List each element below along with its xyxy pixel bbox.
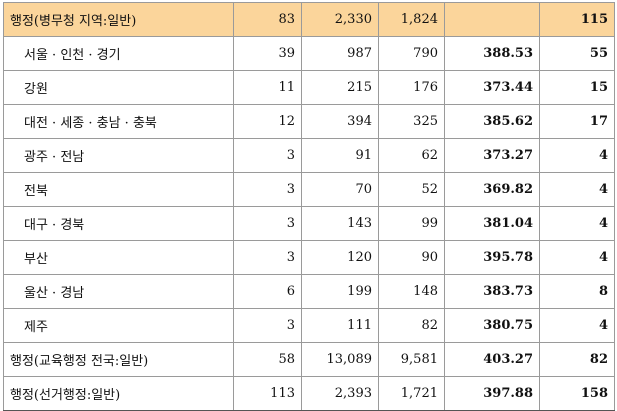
total-cell: 115: [539, 2, 615, 37]
count-cell: 3: [233, 172, 302, 207]
table-row: 서울 · 인천 · 경기 39 987 790 388.53 55: [3, 36, 615, 71]
examinees-cell: 1,721: [378, 376, 445, 411]
recruitment-table: 행정(병무청 지역:일반) 83 2,330 1,824 115 서울 · 인천 · 경기…: [3, 2, 615, 411]
category-cell: 제주: [3, 308, 234, 343]
total-cell: 15: [539, 70, 615, 105]
applicants-cell: 111: [301, 308, 379, 343]
score-cell: 369.82: [444, 172, 540, 207]
category-cell: 부산: [3, 240, 234, 275]
applicants-cell: 987: [301, 36, 379, 71]
table-row: 전북 3 70 52 369.82 4: [3, 172, 615, 207]
table-body: 행정(병무청 지역:일반) 83 2,330 1,824 115 서울 · 인천 · 경기…: [3, 2, 615, 411]
applicants-cell: 215: [301, 70, 379, 105]
count-cell: 3: [233, 240, 302, 275]
score-cell: 385.62: [444, 104, 540, 139]
category-cell: 대전 · 세종 · 충남 · 충북: [3, 104, 234, 139]
table-row: 광주 · 전남 3 91 62 373.27 4: [3, 138, 615, 173]
score-cell: 373.27: [444, 138, 540, 173]
examinees-cell: 176: [378, 70, 445, 105]
table-row: 행정(교육행정 전국:일반) 58 13,089 9,581 403.27 82: [3, 342, 615, 377]
total-cell: 82: [539, 342, 615, 377]
applicants-cell: 394: [301, 104, 379, 139]
applicants-cell: 13,089: [301, 342, 379, 377]
applicants-cell: 70: [301, 172, 379, 207]
count-cell: 113: [233, 376, 302, 411]
category-cell: 행정(선거행정:일반): [3, 376, 234, 411]
category-cell: 강원: [3, 70, 234, 105]
category-cell: 울산 · 경남: [3, 274, 234, 309]
score-cell: 380.75: [444, 308, 540, 343]
score-cell: 397.88: [444, 376, 540, 411]
examinees-cell: 9,581: [378, 342, 445, 377]
examinees-cell: 325: [378, 104, 445, 139]
count-cell: 3: [233, 308, 302, 343]
category-cell: 대구 · 경북: [3, 206, 234, 241]
category-cell: 행정(병무청 지역:일반): [3, 2, 234, 37]
score-cell: 388.53: [444, 36, 540, 71]
examinees-cell: 82: [378, 308, 445, 343]
total-cell: 4: [539, 138, 615, 173]
examinees-cell: 52: [378, 172, 445, 207]
applicants-cell: 2,330: [301, 2, 379, 37]
table-row: 대전 · 세종 · 충남 · 충북 12 394 325 385.62 17: [3, 104, 615, 139]
score-cell: 395.78: [444, 240, 540, 275]
examinees-cell: 1,824: [378, 2, 445, 37]
examinees-cell: 99: [378, 206, 445, 241]
count-cell: 3: [233, 138, 302, 173]
applicants-cell: 2,393: [301, 376, 379, 411]
count-cell: 83: [233, 2, 302, 37]
total-cell: 4: [539, 206, 615, 241]
examinees-cell: 90: [378, 240, 445, 275]
total-cell: 4: [539, 308, 615, 343]
category-cell: 행정(교육행정 전국:일반): [3, 342, 234, 377]
applicants-cell: 199: [301, 274, 379, 309]
score-cell: 381.04: [444, 206, 540, 241]
category-cell: 광주 · 전남: [3, 138, 234, 173]
examinees-cell: 62: [378, 138, 445, 173]
table-row: 강원 11 215 176 373.44 15: [3, 70, 615, 105]
category-cell: 서울 · 인천 · 경기: [3, 36, 234, 71]
table-row: 행정(병무청 지역:일반) 83 2,330 1,824 115: [3, 2, 615, 37]
category-cell: 전북: [3, 172, 234, 207]
examinees-cell: 790: [378, 36, 445, 71]
score-cell: [444, 2, 540, 37]
score-cell: 373.44: [444, 70, 540, 105]
total-cell: 158: [539, 376, 615, 411]
examinees-cell: 148: [378, 274, 445, 309]
count-cell: 39: [233, 36, 302, 71]
table-row: 울산 · 경남 6 199 148 383.73 8: [3, 274, 615, 309]
applicants-cell: 91: [301, 138, 379, 173]
table-row: 대구 · 경북 3 143 99 381.04 4: [3, 206, 615, 241]
score-cell: 383.73: [444, 274, 540, 309]
count-cell: 58: [233, 342, 302, 377]
applicants-cell: 143: [301, 206, 379, 241]
count-cell: 3: [233, 206, 302, 241]
total-cell: 4: [539, 172, 615, 207]
count-cell: 12: [233, 104, 302, 139]
table-row: 행정(선거행정:일반) 113 2,393 1,721 397.88 158: [3, 376, 615, 411]
score-cell: 403.27: [444, 342, 540, 377]
total-cell: 17: [539, 104, 615, 139]
table-row: 부산 3 120 90 395.78 4: [3, 240, 615, 275]
count-cell: 11: [233, 70, 302, 105]
total-cell: 55: [539, 36, 615, 71]
table-row: 제주 3 111 82 380.75 4: [3, 308, 615, 343]
count-cell: 6: [233, 274, 302, 309]
total-cell: 8: [539, 274, 615, 309]
total-cell: 4: [539, 240, 615, 275]
applicants-cell: 120: [301, 240, 379, 275]
